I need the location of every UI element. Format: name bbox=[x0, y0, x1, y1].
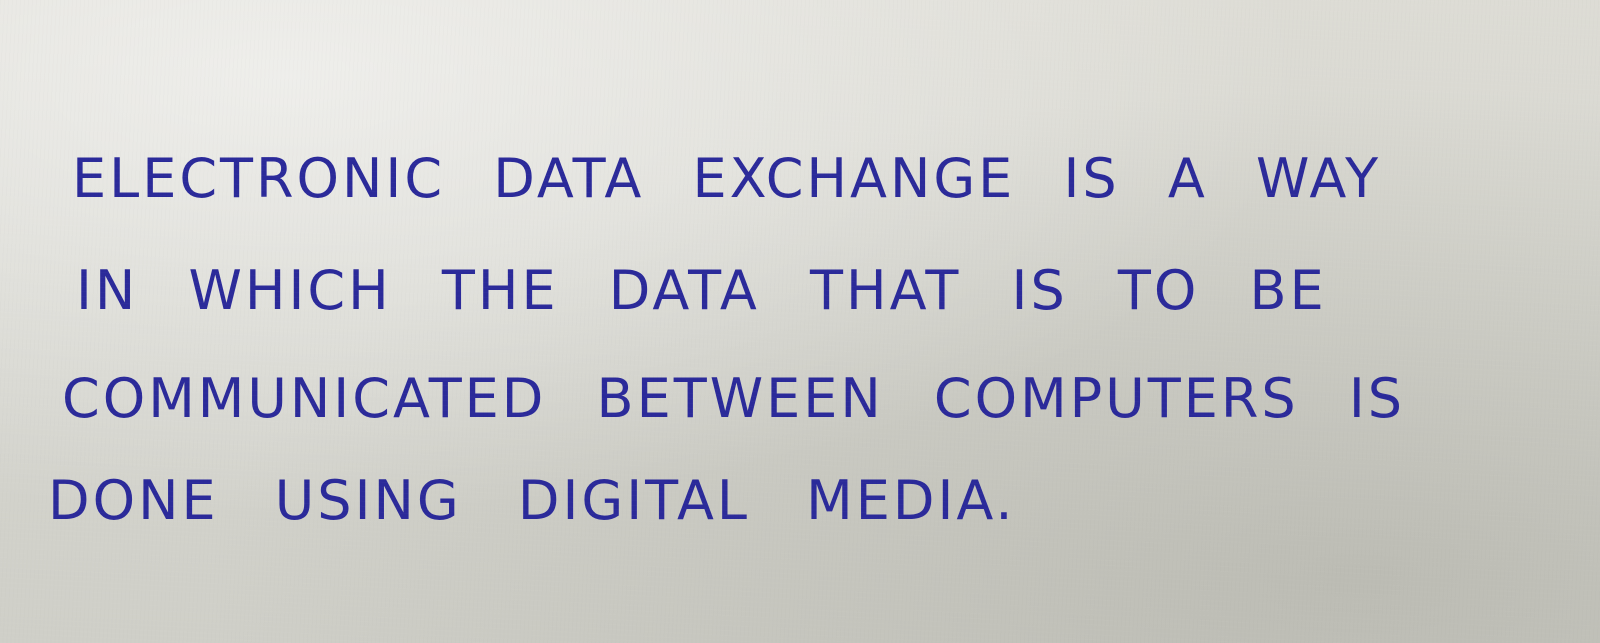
handwritten-line-2: IN WHICH THE DATA THAT IS TO BE bbox=[76, 259, 1327, 322]
handwritten-line-1: ELECTRONIC DATA EXCHANGE IS A WAY bbox=[72, 147, 1382, 210]
handwritten-line-4: DONE USING DIGITAL MEDIA. bbox=[48, 469, 1016, 532]
handwritten-line-3: COMMUNICATED BETWEEN COMPUTERS IS bbox=[62, 367, 1406, 430]
